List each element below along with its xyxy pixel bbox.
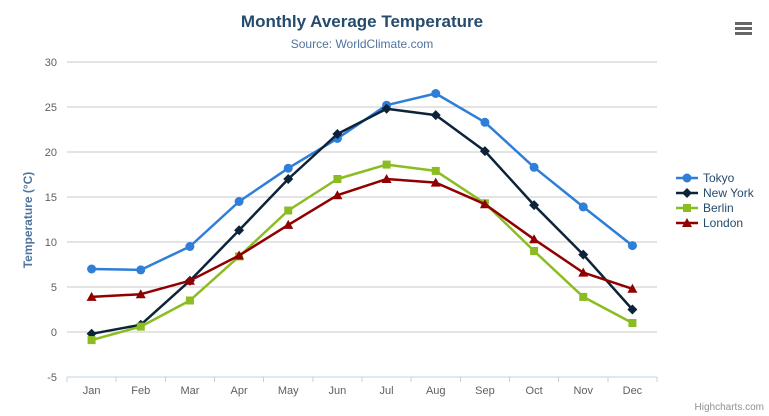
data-point-london-oct[interactable] bbox=[529, 234, 540, 244]
series-new-york[interactable] bbox=[86, 103, 638, 339]
data-point-berlin-dec[interactable] bbox=[628, 319, 637, 327]
data-point-london-jan[interactable] bbox=[86, 291, 97, 301]
series-line-berlin bbox=[90, 163, 634, 342]
svg-text:Oct: Oct bbox=[526, 385, 543, 397]
data-point-tokyo-apr[interactable] bbox=[234, 197, 244, 206]
data-point-new-york-aug[interactable] bbox=[430, 110, 441, 121]
svg-text:May: May bbox=[278, 385, 299, 397]
svg-text:5: 5 bbox=[51, 282, 57, 294]
data-point-berlin-oct[interactable] bbox=[530, 247, 539, 255]
data-point-london-feb[interactable] bbox=[135, 289, 146, 299]
svg-text:30: 30 bbox=[45, 57, 57, 69]
svg-text:Jul: Jul bbox=[380, 385, 394, 397]
chart-subtitle: Source: WorldClimate.com bbox=[290, 37, 434, 51]
data-point-tokyo-sep[interactable] bbox=[480, 117, 490, 127]
data-point-london-mar[interactable] bbox=[184, 275, 195, 285]
data-point-london-jul[interactable] bbox=[381, 174, 392, 183]
data-point-berlin-jul[interactable] bbox=[382, 160, 391, 169]
data-point-tokyo-may[interactable] bbox=[283, 163, 293, 173]
svg-text:-5: -5 bbox=[47, 372, 57, 384]
data-point-tokyo-oct[interactable] bbox=[529, 162, 539, 172]
svg-text:Sep: Sep bbox=[475, 385, 495, 397]
context-menu-button[interactable] bbox=[735, 22, 752, 35]
data-point-london-sep[interactable] bbox=[479, 199, 490, 209]
series-line-tokyo bbox=[90, 92, 634, 272]
data-point-berlin-may[interactable] bbox=[284, 206, 293, 215]
y-axis-title: Temperature (°C) bbox=[21, 171, 35, 269]
legend-item-berlin[interactable]: Berlin bbox=[676, 200, 754, 215]
data-point-tokyo-aug[interactable] bbox=[431, 89, 441, 98]
data-point-new-york-oct[interactable] bbox=[529, 200, 540, 211]
svg-text:10: 10 bbox=[45, 237, 57, 249]
svg-text:25: 25 bbox=[45, 102, 57, 114]
chart-title: Monthly Average Temperature bbox=[240, 12, 484, 31]
data-point-berlin-jan[interactable] bbox=[87, 336, 96, 345]
legend: Tokyo New York Berlin London bbox=[676, 170, 754, 230]
legend-triangle-icon bbox=[676, 217, 698, 227]
data-point-new-york-dec[interactable] bbox=[627, 304, 638, 315]
legend-circle-icon bbox=[676, 173, 698, 182]
svg-text:Jan: Jan bbox=[83, 385, 101, 397]
data-point-berlin-mar[interactable] bbox=[185, 296, 194, 305]
credits-link[interactable]: Highcharts.com bbox=[694, 402, 764, 413]
data-point-new-york-nov[interactable] bbox=[578, 249, 589, 260]
svg-text:Dec: Dec bbox=[623, 385, 643, 397]
data-point-tokyo-nov[interactable] bbox=[578, 202, 588, 212]
data-point-new-york-may[interactable] bbox=[283, 174, 294, 184]
svg-text:Mar: Mar bbox=[180, 385, 199, 397]
legend-square-icon bbox=[676, 203, 698, 212]
svg-text:Feb: Feb bbox=[131, 385, 150, 397]
svg-text:0: 0 bbox=[51, 327, 57, 339]
data-point-london-nov[interactable] bbox=[578, 267, 589, 277]
svg-text:20: 20 bbox=[45, 147, 57, 159]
data-point-tokyo-jan[interactable] bbox=[87, 264, 97, 274]
data-point-berlin-aug[interactable] bbox=[431, 166, 440, 175]
legend-item-tokyo[interactable]: Tokyo bbox=[676, 170, 754, 185]
legend-diamond-icon bbox=[676, 187, 698, 198]
svg-text:Apr: Apr bbox=[231, 385, 248, 397]
hamburger-menu-icon bbox=[735, 32, 752, 35]
data-point-tokyo-feb[interactable] bbox=[136, 265, 146, 275]
data-point-new-york-sep[interactable] bbox=[479, 146, 490, 157]
series-line-london bbox=[90, 177, 634, 299]
hamburger-menu-icon bbox=[735, 22, 752, 25]
svg-text:Jun: Jun bbox=[329, 385, 347, 397]
legend-item-label: Tokyo bbox=[703, 170, 735, 185]
hamburger-menu-icon bbox=[735, 27, 752, 30]
legend-item-london[interactable]: London bbox=[676, 215, 754, 230]
svg-text:Nov: Nov bbox=[573, 385, 593, 397]
series-tokyo[interactable] bbox=[87, 89, 637, 275]
legend-item-label: Berlin bbox=[703, 200, 734, 215]
x-axis: Jan Feb Mar Apr May Jun Jul Aug Sep Oct Nov Dec bbox=[66, 376, 658, 397]
data-point-berlin-jun[interactable] bbox=[333, 175, 342, 183]
legend-circle-symbol bbox=[682, 173, 692, 182]
data-point-london-aug[interactable] bbox=[430, 177, 441, 187]
legend-square-symbol bbox=[683, 203, 691, 212]
data-point-tokyo-mar[interactable] bbox=[185, 242, 195, 251]
data-point-berlin-feb[interactable] bbox=[136, 322, 145, 331]
y-axis-labels: -5 0 5 10 15 20 25 30 bbox=[45, 57, 57, 384]
data-point-berlin-nov[interactable] bbox=[579, 292, 588, 301]
data-point-london-apr[interactable] bbox=[234, 250, 245, 260]
legend-item-label: New York bbox=[703, 185, 754, 200]
y-grid-lines bbox=[67, 61, 657, 378]
svg-text:15: 15 bbox=[45, 192, 57, 204]
series-london[interactable] bbox=[86, 174, 638, 301]
legend-triangle-symbol bbox=[682, 217, 692, 227]
series-line-new-york bbox=[90, 107, 634, 336]
legend-item-new-york[interactable]: New York bbox=[676, 185, 754, 200]
legend-item-label: London bbox=[703, 215, 744, 230]
data-point-new-york-apr[interactable] bbox=[234, 225, 245, 236]
data-point-new-york-jul[interactable] bbox=[381, 103, 392, 114]
data-point-london-may[interactable] bbox=[283, 219, 294, 229]
data-point-london-jun[interactable] bbox=[332, 190, 343, 200]
data-point-tokyo-dec[interactable] bbox=[627, 241, 637, 251]
svg-text:Aug: Aug bbox=[426, 385, 446, 397]
data-point-new-york-jun[interactable] bbox=[332, 129, 343, 139]
legend-diamond-symbol bbox=[682, 187, 692, 198]
data-point-london-dec[interactable] bbox=[627, 283, 638, 293]
